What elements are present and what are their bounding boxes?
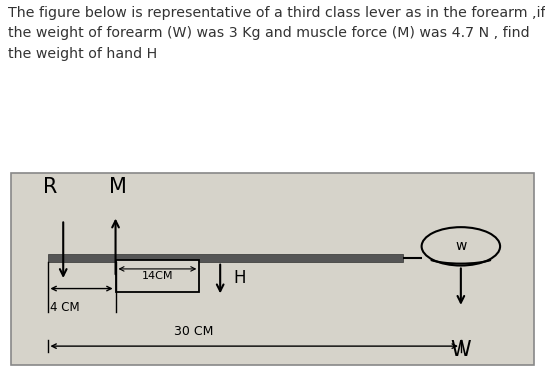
Ellipse shape <box>422 227 500 266</box>
Bar <box>47 254 403 262</box>
Text: M: M <box>109 177 127 197</box>
Text: 30 CM: 30 CM <box>174 325 214 338</box>
Text: W: W <box>451 339 471 359</box>
Text: w: w <box>455 239 467 254</box>
Text: 4 CM: 4 CM <box>50 301 80 314</box>
Text: H: H <box>233 269 246 287</box>
Text: R: R <box>43 177 57 197</box>
Text: The figure below is representative of a third class lever as in the forearm ,if
: The figure below is representative of a … <box>8 6 545 61</box>
Text: 14CM: 14CM <box>142 271 173 281</box>
Bar <box>116 260 199 292</box>
